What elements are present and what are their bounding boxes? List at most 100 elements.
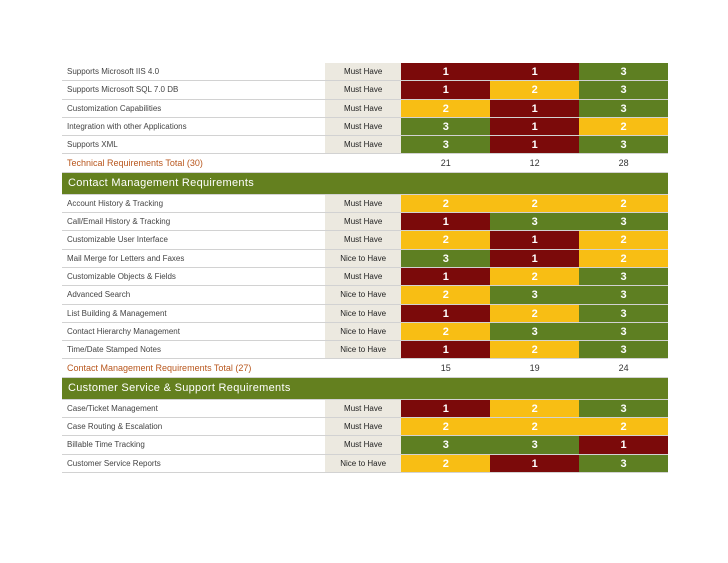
technical-total-row: Technical Requirements Total (30) 21 12 … — [62, 154, 668, 173]
vendor-2-score: 2 — [490, 81, 580, 99]
vendor-3-score: 3 — [579, 136, 669, 154]
requirement-name: Case/Ticket Management — [67, 403, 158, 413]
vendor-1-score: 3 — [401, 249, 491, 267]
vendor-2-score: 1 — [490, 231, 580, 249]
table-row: Customization Capabilities Must Have 2 1 3 — [62, 99, 669, 118]
technical-total-vendor-2: 12 — [529, 158, 540, 169]
table-row: Case Routing & Escalation Must Have 2 2 2 — [62, 418, 669, 437]
vendor-3-score: 2 — [579, 117, 669, 136]
vendor-2-score: 1 — [490, 99, 580, 117]
vendor-1-score: 1 — [401, 213, 491, 231]
vendor-2-score: 3 — [490, 213, 580, 231]
vendor-1-score: 1 — [401, 81, 491, 99]
vendor-2-score: 2 — [490, 399, 580, 418]
vendor-2-score: 3 — [490, 322, 580, 341]
vendor-2-score: 2 — [490, 194, 580, 213]
requirement-name: Contact Hierarchy Management — [67, 326, 180, 336]
total-priority-cell — [325, 359, 401, 376]
priority-cell: Must Have — [324, 117, 402, 136]
contact-total-vendor-3: 24 — [618, 363, 629, 374]
vendor-2-score: 1 — [490, 63, 580, 81]
vendor-1-score: 3 — [401, 136, 491, 154]
requirement-name: Account History & Tracking — [67, 198, 164, 208]
vendor-2-score: 2 — [490, 304, 580, 322]
table-row: Billable Time Tracking Must Have 3 3 1 — [62, 436, 669, 455]
contact-total-vendor-1: 15 — [440, 363, 451, 374]
table-row: Call/Email History & Tracking Must Have 1 3… — [62, 213, 669, 232]
vendor-3-score: 3 — [579, 454, 669, 472]
vendor-1-score: 2 — [401, 99, 491, 117]
requirement-name: Customizable Objects & Fields — [67, 271, 176, 281]
requirement-name: List Building & Management — [67, 308, 167, 318]
requirement-name: Call/Email History & Tracking — [67, 217, 171, 227]
requirement-name: Customer Service Reports — [67, 458, 161, 468]
priority-cell: Must Have — [324, 399, 402, 418]
table-row: Customer Service Reports Nice to Have 2 1 3 — [62, 454, 669, 473]
vendor-3-score: 3 — [579, 341, 669, 359]
vendor-3-score: 2 — [579, 249, 669, 267]
vendor-2-score: 3 — [490, 436, 580, 454]
vendor-2-score: 1 — [490, 117, 580, 136]
contact-section-header: Contact Management Requirements — [62, 172, 668, 195]
technical-total-label: Technical Requirements Total (30) — [67, 158, 203, 169]
table-row: Integration with other Applications Must … — [62, 117, 669, 137]
table-row: Supports Microsoft IIS 4.0 Must Have 1 1 3 — [62, 63, 669, 82]
vendor-1-score: 1 — [401, 341, 491, 359]
vendor-2-score: 2 — [490, 418, 580, 436]
table-row: Advanced Search Nice to Have 2 3 3 — [62, 286, 669, 305]
vendor-1-score: 3 — [401, 436, 491, 454]
priority-cell: Must Have — [324, 436, 402, 454]
table-row: Customizable Objects & Fields Must Have 1 2… — [62, 267, 669, 287]
vendor-3-score: 1 — [579, 436, 669, 454]
requirement-name: Time/Date Stamped Notes — [67, 345, 161, 355]
requirement-name: Advanced Search — [67, 290, 131, 300]
priority-cell: Must Have — [324, 231, 402, 249]
priority-cell: Must Have — [324, 418, 402, 436]
vendor-1-score: 2 — [401, 231, 491, 249]
priority-cell: Nice to Have — [324, 304, 402, 322]
contact-total-label: Contact Management Requirements Total (2… — [67, 363, 252, 374]
requirement-name: Mail Merge for Letters and Faxes — [67, 253, 185, 263]
vendor-1-score: 1 — [401, 63, 491, 81]
table-row: List Building & Management Nice to Have 1 2… — [62, 304, 669, 323]
requirement-name: Billable Time Tracking — [67, 440, 145, 450]
vendor-1-score: 2 — [401, 418, 491, 436]
vendor-3-score: 3 — [579, 322, 669, 341]
contact-requirements-rows: Account History & Tracking Must Have 2 2 2 Ca… — [62, 194, 669, 360]
requirement-name: Integration with other Applications — [67, 121, 187, 131]
vendor-2-score: 2 — [490, 341, 580, 359]
vendor-2-score: 3 — [490, 286, 580, 304]
priority-cell: Nice to Have — [324, 286, 402, 304]
vendor-3-score: 3 — [579, 304, 669, 322]
vendor-3-score: 3 — [579, 267, 669, 286]
vendor-2-score: 1 — [490, 454, 580, 472]
requirement-name: Supports Microsoft IIS 4.0 — [67, 67, 160, 76]
priority-cell: Nice to Have — [324, 454, 402, 472]
table-row: Supports Microsoft SQL 7.0 DB Must Have 1 2… — [62, 81, 669, 100]
table-row: Mail Merge for Letters and Faxes Nice to … — [62, 249, 669, 268]
vendor-1-score: 1 — [401, 399, 491, 418]
vendor-1-score: 2 — [401, 322, 491, 341]
vendor-3-score: 3 — [579, 399, 669, 418]
table-row: Customizable User Interface Must Have 2 1 2 — [62, 231, 669, 250]
vendor-1-score: 1 — [401, 304, 491, 322]
vendor-2-score: 1 — [490, 249, 580, 267]
requirement-name: Case Routing & Escalation — [67, 422, 163, 432]
vendor-3-score: 3 — [579, 63, 669, 81]
priority-cell: Must Have — [324, 63, 402, 81]
service-requirements-rows: Case/Ticket Management Must Have 1 2 3 Case R… — [62, 399, 669, 473]
technical-requirements-rows: Supports Microsoft IIS 4.0 Must Have 1 1 3 Su… — [62, 63, 669, 155]
table-row: Supports XML Must Have 3 1 3 — [62, 136, 669, 155]
vendor-3-score: 2 — [579, 194, 669, 213]
priority-cell: Must Have — [324, 81, 402, 99]
vendor-1-score: 1 — [401, 267, 491, 286]
priority-cell: Nice to Have — [324, 341, 402, 359]
priority-cell: Must Have — [324, 99, 402, 117]
technical-total-vendor-3: 28 — [618, 158, 629, 169]
contact-total-row: Contact Management Requirements Total (2… — [62, 359, 668, 378]
table-row: Case/Ticket Management Must Have 1 2 3 — [62, 399, 669, 419]
vendor-3-score: 3 — [579, 213, 669, 231]
vendor-2-score: 1 — [490, 136, 580, 154]
requirement-name: Customization Capabilities — [67, 103, 162, 113]
priority-cell: Must Have — [324, 213, 402, 231]
